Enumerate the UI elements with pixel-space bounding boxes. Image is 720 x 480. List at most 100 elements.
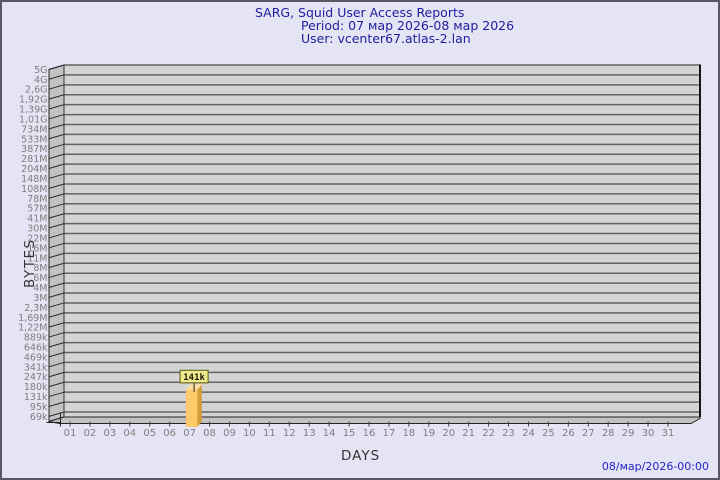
x-tick-label: 03 xyxy=(103,428,116,439)
x-tick-label: 06 xyxy=(163,428,176,439)
y-tick xyxy=(48,361,65,368)
x-tick-label: 18 xyxy=(402,428,415,439)
y-tick-label: 387M xyxy=(21,144,47,155)
y-tick-label: 1,01G xyxy=(19,114,48,125)
y-tick-label: 341k xyxy=(24,362,48,373)
y-tick-label: 1,39G xyxy=(19,105,48,116)
plot-area xyxy=(64,64,700,417)
y-tick xyxy=(48,74,65,80)
x-tick-label: 12 xyxy=(283,428,296,439)
y-tick-label: 533M xyxy=(21,134,47,145)
y-tick xyxy=(48,411,65,417)
y-tick xyxy=(48,114,65,120)
bar-value-label: 141k xyxy=(183,373,205,383)
y-tick xyxy=(48,381,65,388)
y-tick-label: 5G xyxy=(34,65,47,76)
x-tick-label: 14 xyxy=(323,428,336,439)
y-tick-label: 3M xyxy=(33,293,47,304)
bar-side-face xyxy=(197,384,202,427)
y-tick-label: 1,92G xyxy=(19,95,48,106)
y-tick-label: 1,69M xyxy=(18,313,47,324)
y-tick xyxy=(48,223,65,229)
y-tick-label: 1,22M xyxy=(18,323,47,334)
y-tick xyxy=(48,84,65,90)
x-tick-label: 26 xyxy=(562,428,575,439)
y-tick xyxy=(48,242,65,249)
y-tick-label: 11M xyxy=(27,253,47,264)
y-tick-label: 4M xyxy=(33,283,47,294)
y-tick xyxy=(48,153,65,160)
y-tick-label: 148M xyxy=(21,174,47,185)
y-tick-label: 646k xyxy=(24,343,48,354)
y-tick xyxy=(48,64,65,70)
y-tick-label: 469k xyxy=(24,352,48,363)
report-period: Period: 07 мар 2026-08 мар 2026 xyxy=(301,18,515,33)
y-tick xyxy=(48,104,65,110)
x-tick-label: 10 xyxy=(243,428,256,439)
x-tick-label: 01 xyxy=(64,428,77,439)
x-tick-label: 25 xyxy=(542,428,555,439)
x-tick-label: 17 xyxy=(383,428,396,439)
y-tick xyxy=(48,193,65,199)
y-tick-label: 8M xyxy=(33,263,47,274)
bar-front-face xyxy=(185,389,198,427)
y-tick-label: 41M xyxy=(27,214,47,225)
y-tick xyxy=(48,352,65,358)
report-title: SARG, Squid User Access Reports xyxy=(255,5,465,20)
y-tick-label: 2,6G xyxy=(25,85,47,96)
x-tick-label: 19 xyxy=(422,428,435,439)
y-tick xyxy=(48,371,65,378)
x-tick-label: 28 xyxy=(602,428,615,439)
y-tick-label: 734M xyxy=(21,124,47,135)
x-tick-label: 07 xyxy=(183,428,196,439)
y-tick xyxy=(48,203,65,209)
y-tick xyxy=(48,401,65,408)
x-tick-label: 21 xyxy=(462,428,475,439)
y-tick xyxy=(48,312,65,318)
y-tick xyxy=(48,233,65,239)
y-tick xyxy=(48,282,65,289)
bar-value-box xyxy=(179,369,209,384)
y-tick xyxy=(48,133,65,140)
y-tick xyxy=(48,322,65,328)
y-tick-label: 78M xyxy=(27,194,47,205)
x-tick-label: 05 xyxy=(143,428,156,439)
y-tick xyxy=(48,124,65,130)
y-tick-label: 281M xyxy=(21,154,47,165)
x-tick-label: 02 xyxy=(84,428,97,439)
y-tick-label: 95k xyxy=(30,402,48,413)
y-tick xyxy=(48,252,65,259)
y-tick xyxy=(48,262,65,269)
y-tick xyxy=(48,272,65,279)
x-tick-label: 24 xyxy=(522,428,535,439)
y-tick xyxy=(48,391,65,398)
x-tick-label: 08 xyxy=(203,428,216,439)
y-tick xyxy=(48,342,65,348)
x-tick-label: 29 xyxy=(622,428,635,439)
x-tick-label: 04 xyxy=(123,428,136,439)
y-tick xyxy=(48,94,65,100)
y-tick-label: 6M xyxy=(33,273,47,284)
y-tick-label: 131k xyxy=(24,392,48,403)
x-tick-label: 22 xyxy=(482,428,495,439)
report-timestamp: 08/мар/2026-00:00 xyxy=(601,460,709,473)
x-tick-label: 15 xyxy=(343,428,356,439)
y-tick xyxy=(48,163,65,170)
y-tick-label: 204M xyxy=(21,164,47,175)
y-tick-label: 2,3M xyxy=(24,303,47,314)
x-tick-label: 13 xyxy=(303,428,316,439)
y-tick-label: 30M xyxy=(27,224,47,235)
x-axis-title: DAYS xyxy=(341,448,381,464)
y-tick xyxy=(48,302,65,308)
y-tick-label: 4G xyxy=(34,75,47,86)
y-axis-title: BYTES xyxy=(22,238,38,288)
y-tick-label: 247k xyxy=(24,372,48,383)
y-tick-label: 69k xyxy=(30,412,48,423)
y-tick xyxy=(48,213,65,219)
y-tick xyxy=(48,332,65,338)
y-tick-label: 22M xyxy=(27,233,47,244)
floor xyxy=(48,416,701,424)
x-tick-label: 27 xyxy=(582,428,595,439)
